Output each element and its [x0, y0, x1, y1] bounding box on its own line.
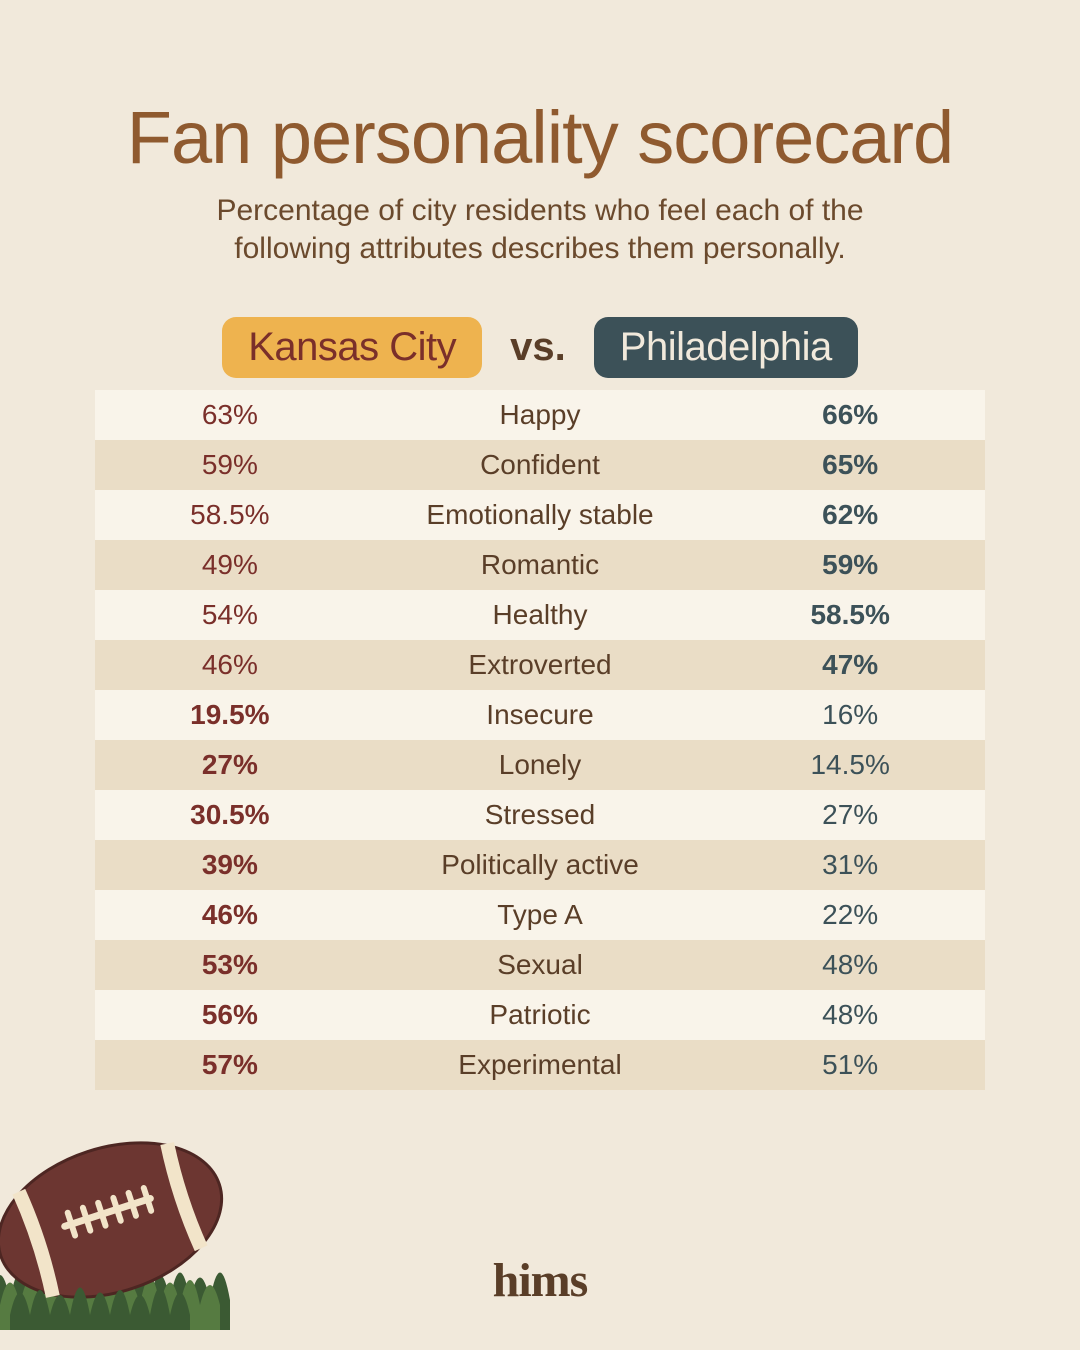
phl-value: 62%: [715, 499, 985, 531]
phl-value: 51%: [715, 1049, 985, 1081]
brand-logo: hims: [493, 1253, 588, 1308]
attribute-label: Emotionally stable: [365, 499, 716, 531]
table-row: 54%Healthy58.5%: [95, 590, 985, 640]
attribute-label: Politically active: [365, 849, 716, 881]
city2-pill: Philadelphia: [594, 317, 858, 378]
table-row: 53%Sexual48%: [95, 940, 985, 990]
phl-value: 48%: [715, 999, 985, 1031]
city1-pill: Kansas City: [222, 317, 482, 378]
phl-value: 58.5%: [715, 599, 985, 631]
phl-value: 22%: [715, 899, 985, 931]
attribute-label: Patriotic: [365, 999, 716, 1031]
phl-value: 14.5%: [715, 749, 985, 781]
table-row: 57%Experimental51%: [95, 1040, 985, 1090]
kc-value: 19.5%: [95, 699, 365, 731]
table-row: 30.5%Stressed27%: [95, 790, 985, 840]
city-header-row: Kansas City vs. Philadelphia: [95, 317, 985, 378]
kc-value: 57%: [95, 1049, 365, 1081]
kc-value: 49%: [95, 549, 365, 581]
attribute-label: Happy: [365, 399, 716, 431]
football-icon: [0, 1100, 270, 1330]
scorecard-table: 63%Happy66%59%Confident65%58.5%Emotional…: [95, 390, 985, 1090]
table-row: 63%Happy66%: [95, 390, 985, 440]
table-row: 49%Romantic59%: [95, 540, 985, 590]
page-title: Fan personality scorecard: [95, 95, 985, 180]
kc-value: 27%: [95, 749, 365, 781]
kc-value: 56%: [95, 999, 365, 1031]
table-row: 19.5%Insecure16%: [95, 690, 985, 740]
phl-value: 27%: [715, 799, 985, 831]
page-subtitle: Percentage of city residents who feel ea…: [160, 192, 920, 267]
attribute-label: Insecure: [365, 699, 716, 731]
table-row: 39%Politically active31%: [95, 840, 985, 890]
kc-value: 59%: [95, 449, 365, 481]
attribute-label: Type A: [365, 899, 716, 931]
kc-value: 46%: [95, 899, 365, 931]
table-row: 56%Patriotic48%: [95, 990, 985, 1040]
table-row: 59%Confident65%: [95, 440, 985, 490]
attribute-label: Healthy: [365, 599, 716, 631]
phl-value: 65%: [715, 449, 985, 481]
infographic-container: Fan personality scorecard Percentage of …: [0, 0, 1080, 1090]
phl-value: 48%: [715, 949, 985, 981]
kc-value: 58.5%: [95, 499, 365, 531]
phl-value: 66%: [715, 399, 985, 431]
attribute-label: Sexual: [365, 949, 716, 981]
kc-value: 39%: [95, 849, 365, 881]
phl-value: 59%: [715, 549, 985, 581]
kc-value: 46%: [95, 649, 365, 681]
kc-value: 63%: [95, 399, 365, 431]
vs-label: vs.: [510, 325, 566, 370]
phl-value: 31%: [715, 849, 985, 881]
kc-value: 30.5%: [95, 799, 365, 831]
attribute-label: Lonely: [365, 749, 716, 781]
phl-value: 16%: [715, 699, 985, 731]
table-row: 46%Extroverted47%: [95, 640, 985, 690]
attribute-label: Extroverted: [365, 649, 716, 681]
attribute-label: Experimental: [365, 1049, 716, 1081]
kc-value: 54%: [95, 599, 365, 631]
attribute-label: Confident: [365, 449, 716, 481]
phl-value: 47%: [715, 649, 985, 681]
table-row: 27%Lonely14.5%: [95, 740, 985, 790]
attribute-label: Stressed: [365, 799, 716, 831]
kc-value: 53%: [95, 949, 365, 981]
table-row: 58.5%Emotionally stable62%: [95, 490, 985, 540]
table-row: 46%Type A22%: [95, 890, 985, 940]
attribute-label: Romantic: [365, 549, 716, 581]
